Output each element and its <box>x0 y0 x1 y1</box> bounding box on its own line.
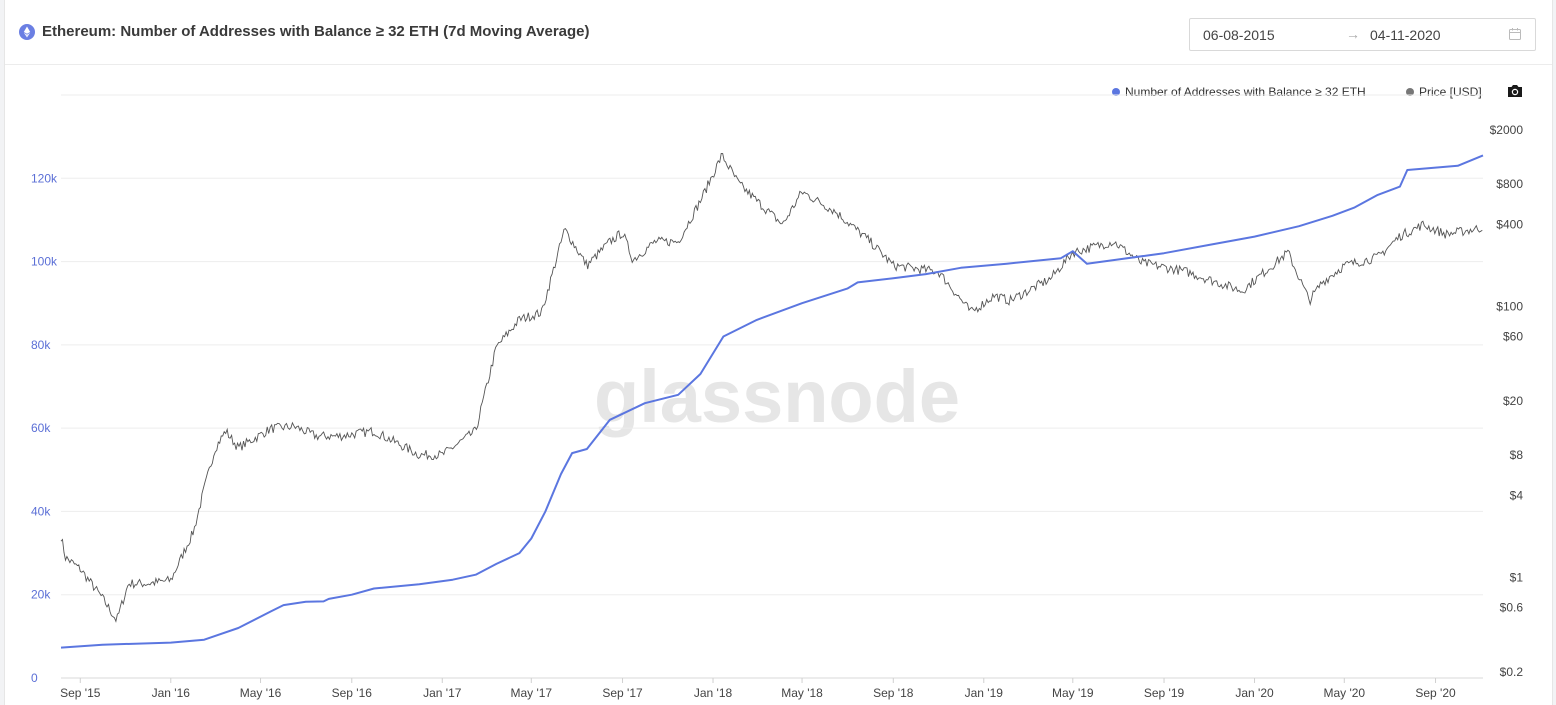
y-right-tick-label: $60 <box>1503 329 1523 343</box>
y-left-tick-label: 120k <box>31 171 58 185</box>
ethereum-icon <box>19 24 35 40</box>
y-left-tick-label: 0 <box>31 671 38 685</box>
y-left-tick-label: 40k <box>31 504 51 518</box>
x-tick-label: Sep '18 <box>873 686 914 700</box>
series-line-addresses <box>60 154 1484 649</box>
legend-dot-addresses <box>1112 88 1120 96</box>
y-right-tick-label: $400 <box>1496 218 1523 232</box>
date-start-input[interactable] <box>1201 19 1335 52</box>
chart-svg: glassnode 0 20k 40k 60k 80k 100k 120k $0.2 $0.6… <box>31 94 1524 700</box>
x-tick-label: Sep '19 <box>1144 686 1185 700</box>
camera-icon[interactable] <box>1506 83 1524 99</box>
x-tick-label: Jan '17 <box>423 686 462 700</box>
chart-title: Ethereum: Number of Addresses with Balan… <box>42 23 590 40</box>
series-line-price <box>60 153 1483 623</box>
y-left-tick-label: 80k <box>31 338 51 352</box>
date-end-input[interactable] <box>1368 19 1492 52</box>
calendar-icon[interactable] <box>1508 27 1522 41</box>
y-left-tick-label: 60k <box>31 421 51 435</box>
y-right-tick-label: $20 <box>1503 394 1523 408</box>
legend-dot-price <box>1406 88 1414 96</box>
y-right-tick-label: $100 <box>1496 299 1523 313</box>
y-right-tick-label: $0.2 <box>1500 665 1524 679</box>
y-left-tick-label: 20k <box>31 588 51 602</box>
x-tick-label: May '18 <box>781 686 823 700</box>
y-right-tick-label: $2000 <box>1490 123 1524 137</box>
x-tick-label: Jan '18 <box>694 686 733 700</box>
date-range-picker[interactable]: → <box>1189 18 1536 52</box>
y-right-tick-label: $0.6 <box>1500 600 1524 614</box>
x-tick-label: Jan '16 <box>152 686 191 700</box>
x-tick-label: Sep '15 <box>60 686 101 700</box>
y-right-tick-label: $1 <box>1510 570 1524 584</box>
x-tick-label: May '19 <box>1052 686 1094 700</box>
y-left-tick-label: 100k <box>31 255 58 269</box>
x-tick-label: Sep '16 <box>332 686 373 700</box>
x-tick-label: May '16 <box>240 686 282 700</box>
x-tick-label: Sep '20 <box>1415 686 1456 700</box>
x-tick-label: Jan '19 <box>965 686 1004 700</box>
y-right-tick-label: $8 <box>1510 448 1524 462</box>
chart-header: Ethereum: Number of Addresses with Balan… <box>5 0 1552 65</box>
x-tick-label: May '20 <box>1323 686 1365 700</box>
x-tick-label: May '17 <box>510 686 552 700</box>
chart-card: Ethereum: Number of Addresses with Balan… <box>4 0 1553 705</box>
y-right-tick-label: $4 <box>1510 489 1524 503</box>
watermark: glassnode <box>594 355 960 438</box>
x-tick-label: Jan '20 <box>1235 686 1274 700</box>
y-right-tick-label: $800 <box>1496 177 1523 191</box>
x-tick-label: Sep '17 <box>602 686 643 700</box>
date-range-arrow: → <box>1346 26 1360 42</box>
